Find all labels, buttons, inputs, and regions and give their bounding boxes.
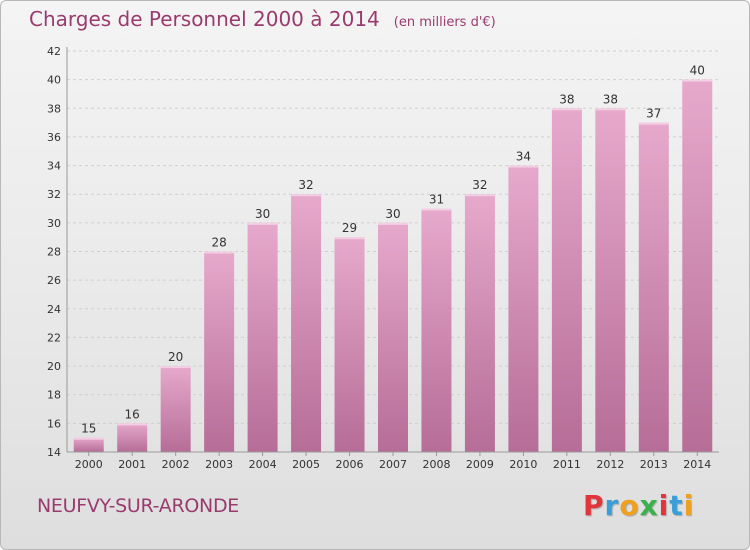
bar <box>421 208 452 452</box>
x-tick-label: 2003 <box>205 458 233 471</box>
brand-letter: o <box>619 489 640 522</box>
bar-highlight <box>204 251 235 254</box>
y-tick-label: 26 <box>47 274 61 287</box>
data-label: 15 <box>81 422 96 436</box>
bar <box>291 194 322 452</box>
x-tick-label: 2002 <box>162 458 190 471</box>
bar <box>595 108 626 453</box>
y-tick-label: 22 <box>47 331 61 344</box>
y-tick-label: 30 <box>47 217 61 230</box>
data-label: 16 <box>125 407 140 421</box>
chart-title: Charges de Personnel 2000 à 2014 (en mill… <box>29 7 496 31</box>
x-tick-label: 2010 <box>509 458 537 471</box>
bar-highlight <box>334 237 365 240</box>
y-tick-label: 20 <box>47 360 61 373</box>
bar <box>378 222 408 452</box>
bar <box>73 437 104 452</box>
data-label: 40 <box>690 64 705 78</box>
brand-letter: P <box>583 489 605 522</box>
bar <box>638 122 669 452</box>
data-label: 38 <box>559 92 574 106</box>
bar-highlight <box>160 366 191 369</box>
y-tick-label: 18 <box>47 389 61 402</box>
data-label: 30 <box>385 207 400 221</box>
chart-title-text: Charges de Personnel 2000 à 2014 <box>29 7 380 31</box>
bar-highlight <box>117 423 148 426</box>
bar <box>508 165 539 453</box>
bar-highlight <box>421 208 452 211</box>
x-tick-label: 2012 <box>596 458 624 471</box>
x-tick-label: 2014 <box>683 458 711 471</box>
x-tick-label: 2001 <box>118 458 146 471</box>
commune-name: NEUFVY-SUR-ARONDE <box>37 495 239 517</box>
data-label: 38 <box>603 92 618 106</box>
bar <box>160 366 191 452</box>
y-tick-label: 34 <box>47 160 61 173</box>
data-label: 37 <box>646 107 661 121</box>
y-tick-label: 28 <box>47 246 61 259</box>
bar-highlight <box>638 122 669 125</box>
bars <box>73 79 713 453</box>
y-tick-label: 36 <box>47 131 61 144</box>
bar-highlight <box>551 108 582 111</box>
y-tick-label: 14 <box>47 446 61 459</box>
bar <box>682 79 713 453</box>
bar <box>334 237 365 452</box>
bar-highlight <box>291 194 322 197</box>
bar <box>247 222 278 452</box>
x-tick-label: 2000 <box>75 458 103 471</box>
brand-letter: i <box>683 489 695 522</box>
x-tick-label: 2013 <box>640 458 668 471</box>
y-tick-label: 24 <box>47 303 61 316</box>
data-label: 31 <box>429 193 444 207</box>
bar <box>464 194 495 452</box>
bar-highlight <box>595 108 626 111</box>
bar-highlight <box>682 79 713 82</box>
x-tick-label: 2011 <box>553 458 581 471</box>
x-tick-label: 2009 <box>466 458 494 471</box>
brand-letter: x <box>639 489 659 522</box>
brand-letter: i <box>658 489 670 522</box>
data-label: 20 <box>168 350 183 364</box>
x-tick-label: 2006 <box>336 458 364 471</box>
x-tick-label: 2008 <box>422 458 450 471</box>
bar-highlight <box>247 222 278 225</box>
x-tick-label: 2004 <box>249 458 277 471</box>
bar <box>117 423 148 452</box>
data-label: 30 <box>255 207 270 221</box>
y-tick-label: 42 <box>47 45 61 58</box>
x-tick-label: 2007 <box>379 458 407 471</box>
axes: 14 16 18 20 22 24 26 28 30 32 34 36 38 40 42 2000 2001 20… <box>47 45 719 471</box>
y-tick-label: 32 <box>47 188 61 201</box>
bar-highlight <box>73 437 104 440</box>
bar-highlight <box>378 222 408 225</box>
y-tick-label: 38 <box>47 102 61 115</box>
data-label: 32 <box>298 178 313 192</box>
y-tick-label: 16 <box>47 417 61 430</box>
chart-subtitle: (en milliers d'€) <box>393 15 496 30</box>
data-label: 28 <box>211 236 226 250</box>
proxiti-logo: Proxiti <box>583 489 694 522</box>
data-label: 34 <box>516 150 531 164</box>
x-tick-label: 2005 <box>292 458 320 471</box>
bar-highlight <box>464 194 495 197</box>
data-labels: 15 16 20 28 30 32 29 30 31 32 34 38 38 37 40 <box>81 64 705 436</box>
bar-highlight <box>508 165 539 168</box>
y-tick-label: 40 <box>47 74 61 87</box>
bar <box>204 251 235 452</box>
data-label: 29 <box>342 221 357 235</box>
bar <box>551 108 582 453</box>
brand-letter: t <box>669 489 684 522</box>
data-label: 32 <box>472 178 487 192</box>
brand-letter: r <box>604 489 620 522</box>
